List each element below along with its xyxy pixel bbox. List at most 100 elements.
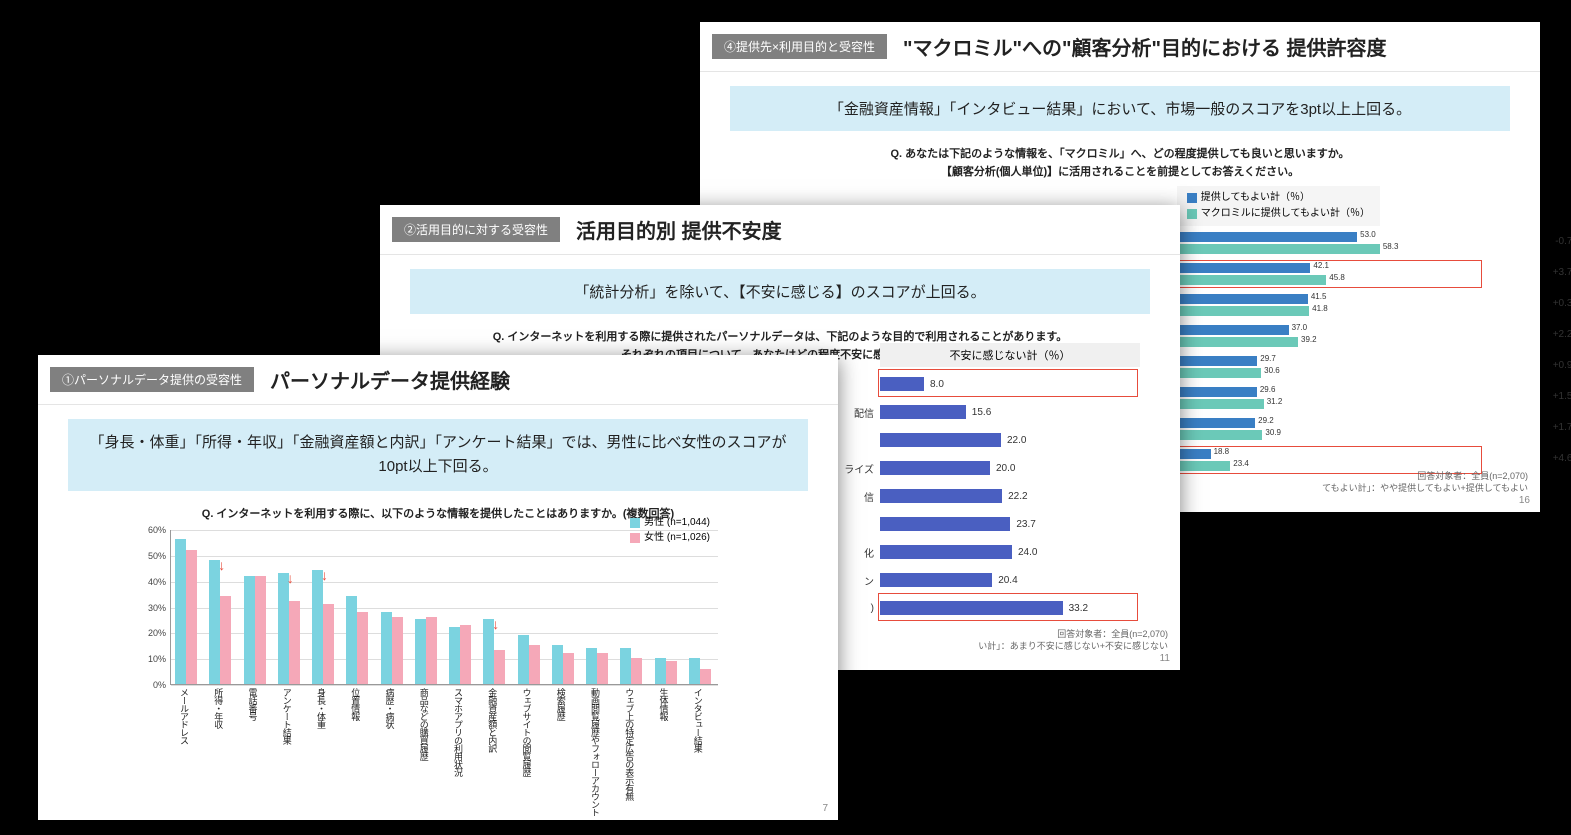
arrow-down-icon: ↓	[287, 570, 294, 586]
bar-female	[597, 653, 608, 684]
hbar-b-value: 41.8	[1312, 304, 1328, 313]
ytick: 20%	[148, 628, 166, 638]
hbar-row: 41.541.8+0.3p	[1130, 292, 1530, 320]
bar-male	[655, 658, 666, 684]
x-label: 位置情報	[349, 688, 362, 720]
swatch-a	[1187, 193, 1197, 203]
hbar-b-value: 30.9	[1265, 428, 1281, 437]
delta-label: +0.9p	[1553, 360, 1571, 371]
hbar	[880, 377, 924, 391]
hbar-a-value: 29.6	[1260, 385, 1276, 394]
hbar-value: 20.4	[998, 575, 1017, 586]
slide-1: ①パーソナルデータ提供の受容性 パーソナルデータ提供経験 「身長・体重」「所得・…	[38, 355, 838, 820]
ytick: 10%	[148, 654, 166, 664]
hbar	[880, 601, 1063, 615]
slide1-badge: ①パーソナルデータ提供の受容性	[50, 367, 254, 392]
x-label: 電話番号	[247, 688, 260, 720]
hbar-b-value: 31.2	[1267, 397, 1283, 406]
hbar-b-value: 30.6	[1264, 366, 1280, 375]
slide3-question-sub: 【顧客分析(個人単位)】に活用されることを前提としてお答えください。	[700, 163, 1540, 179]
hbar-a-value: 29.2	[1258, 416, 1274, 425]
slide1-chart: 0%10%20%30%40%50%60%メールアドレス所得・年収↓電話番号アンケ…	[138, 530, 718, 715]
x-label: 所得・年収	[212, 688, 225, 728]
delta-label: -0.7p	[1555, 236, 1571, 247]
bar-male	[586, 648, 597, 684]
x-label: 身長・体重	[315, 688, 328, 728]
bar-female	[186, 550, 197, 684]
bar-group	[278, 573, 308, 684]
hbar-row: 22.0	[820, 427, 1160, 453]
hbar-row: ライズ20.0	[820, 455, 1160, 481]
hbar-b-value: 45.8	[1329, 273, 1345, 282]
hbar-row: 配信15.6	[820, 399, 1160, 425]
bar-group	[415, 617, 445, 684]
hbar-a-value: 41.5	[1311, 292, 1327, 301]
bar-group	[655, 658, 685, 684]
bar-group	[381, 612, 411, 684]
hbar	[880, 489, 1002, 503]
hbar-b-value: 23.4	[1233, 459, 1249, 468]
x-label: 商品などの購買履歴	[418, 688, 431, 760]
x-label: メールアドレス	[178, 688, 191, 744]
hbar-row: 29.730.6+0.9p	[1130, 354, 1530, 382]
hbar-a-value: 53.0	[1360, 230, 1376, 239]
x-label: アンケート結果	[281, 688, 294, 744]
bar-male	[689, 658, 700, 684]
ytick: 0%	[153, 680, 166, 690]
x-label: 金融資産額と内訳	[486, 688, 499, 752]
x-label: ウェブサイトの閲覧履歴	[521, 688, 534, 776]
ytick: 40%	[148, 577, 166, 587]
bar-male	[346, 596, 357, 684]
bar-female	[426, 617, 437, 684]
slide1-question: Q. インターネットを利用する際に、以下のような情報を提供したことはありますか。…	[38, 505, 838, 521]
arrow-down-icon: ↓	[218, 557, 225, 573]
delta-label: +1.5p	[1553, 391, 1571, 402]
x-label: スマホアプリの利用状況	[452, 688, 465, 776]
delta-label: +0.3p	[1553, 298, 1571, 309]
hbar-row: )33.2	[820, 595, 1160, 621]
slide2-footer2: い計」：あまり不安に感じない+不安に感じない	[978, 639, 1168, 652]
legend-male: 男性 (n=1,044)	[644, 515, 710, 530]
hbar-a-value: 37.0	[1292, 323, 1308, 332]
slide1-pagenum: 7	[822, 803, 828, 814]
hbar-a-value: 18.8	[1214, 447, 1230, 456]
slide3-footer2: てもよい計」：やや提供してもよい+提供してもよい	[1322, 481, 1528, 494]
bar-female	[357, 612, 368, 684]
bar-male	[415, 619, 426, 684]
slide2-col-header: 不安に感じない計（％）	[880, 343, 1140, 367]
bar-group	[518, 635, 548, 684]
slide2-highlight: 「統計分析」を除いて、【不安に感じる】のスコアが上回る。	[410, 269, 1150, 314]
legend-b: マクロミルに提供してもよい計（％）	[1201, 206, 1370, 222]
slide1-plot	[170, 530, 718, 685]
bar-male	[620, 648, 631, 684]
bar-female	[220, 596, 231, 684]
hbar-value: 24.0	[1018, 547, 1037, 558]
arrow-down-icon: ↓	[492, 616, 499, 632]
hbar-a-value: 29.7	[1260, 354, 1276, 363]
bar-male	[552, 645, 563, 684]
bar-female	[700, 669, 711, 685]
bar-group	[346, 596, 376, 684]
bar-female	[494, 650, 505, 684]
slide1-header: ①パーソナルデータ提供の受容性 パーソナルデータ提供経験	[38, 355, 838, 405]
bar-male	[244, 576, 255, 685]
bar-female	[563, 653, 574, 684]
delta-label: +4.6p	[1553, 453, 1571, 464]
hbar-value: 22.2	[1008, 491, 1027, 502]
bar-female	[323, 604, 334, 684]
bar-male	[381, 612, 392, 684]
bar-group	[620, 648, 650, 684]
slide3-highlight: 「金融資産情報」「インタビュー結果」において、市場一般のスコアを3pt以上上回る…	[730, 86, 1510, 131]
hbar-row: 8.0	[820, 371, 1160, 397]
slide3-badge: ④提供先×利用目的と受容性	[712, 34, 887, 59]
bar-female	[529, 645, 540, 684]
bar-male	[312, 570, 323, 684]
bar-group	[244, 576, 274, 685]
arrow-down-icon: ↓	[321, 567, 328, 583]
slide3-pagenum: 16	[1519, 495, 1530, 506]
hbar-row: 29.230.9+1.7p	[1130, 416, 1530, 444]
bar-group	[209, 560, 239, 684]
bar-male	[449, 627, 460, 684]
ytick: 30%	[148, 603, 166, 613]
slide1-title: パーソナルデータ提供経験	[270, 365, 510, 394]
